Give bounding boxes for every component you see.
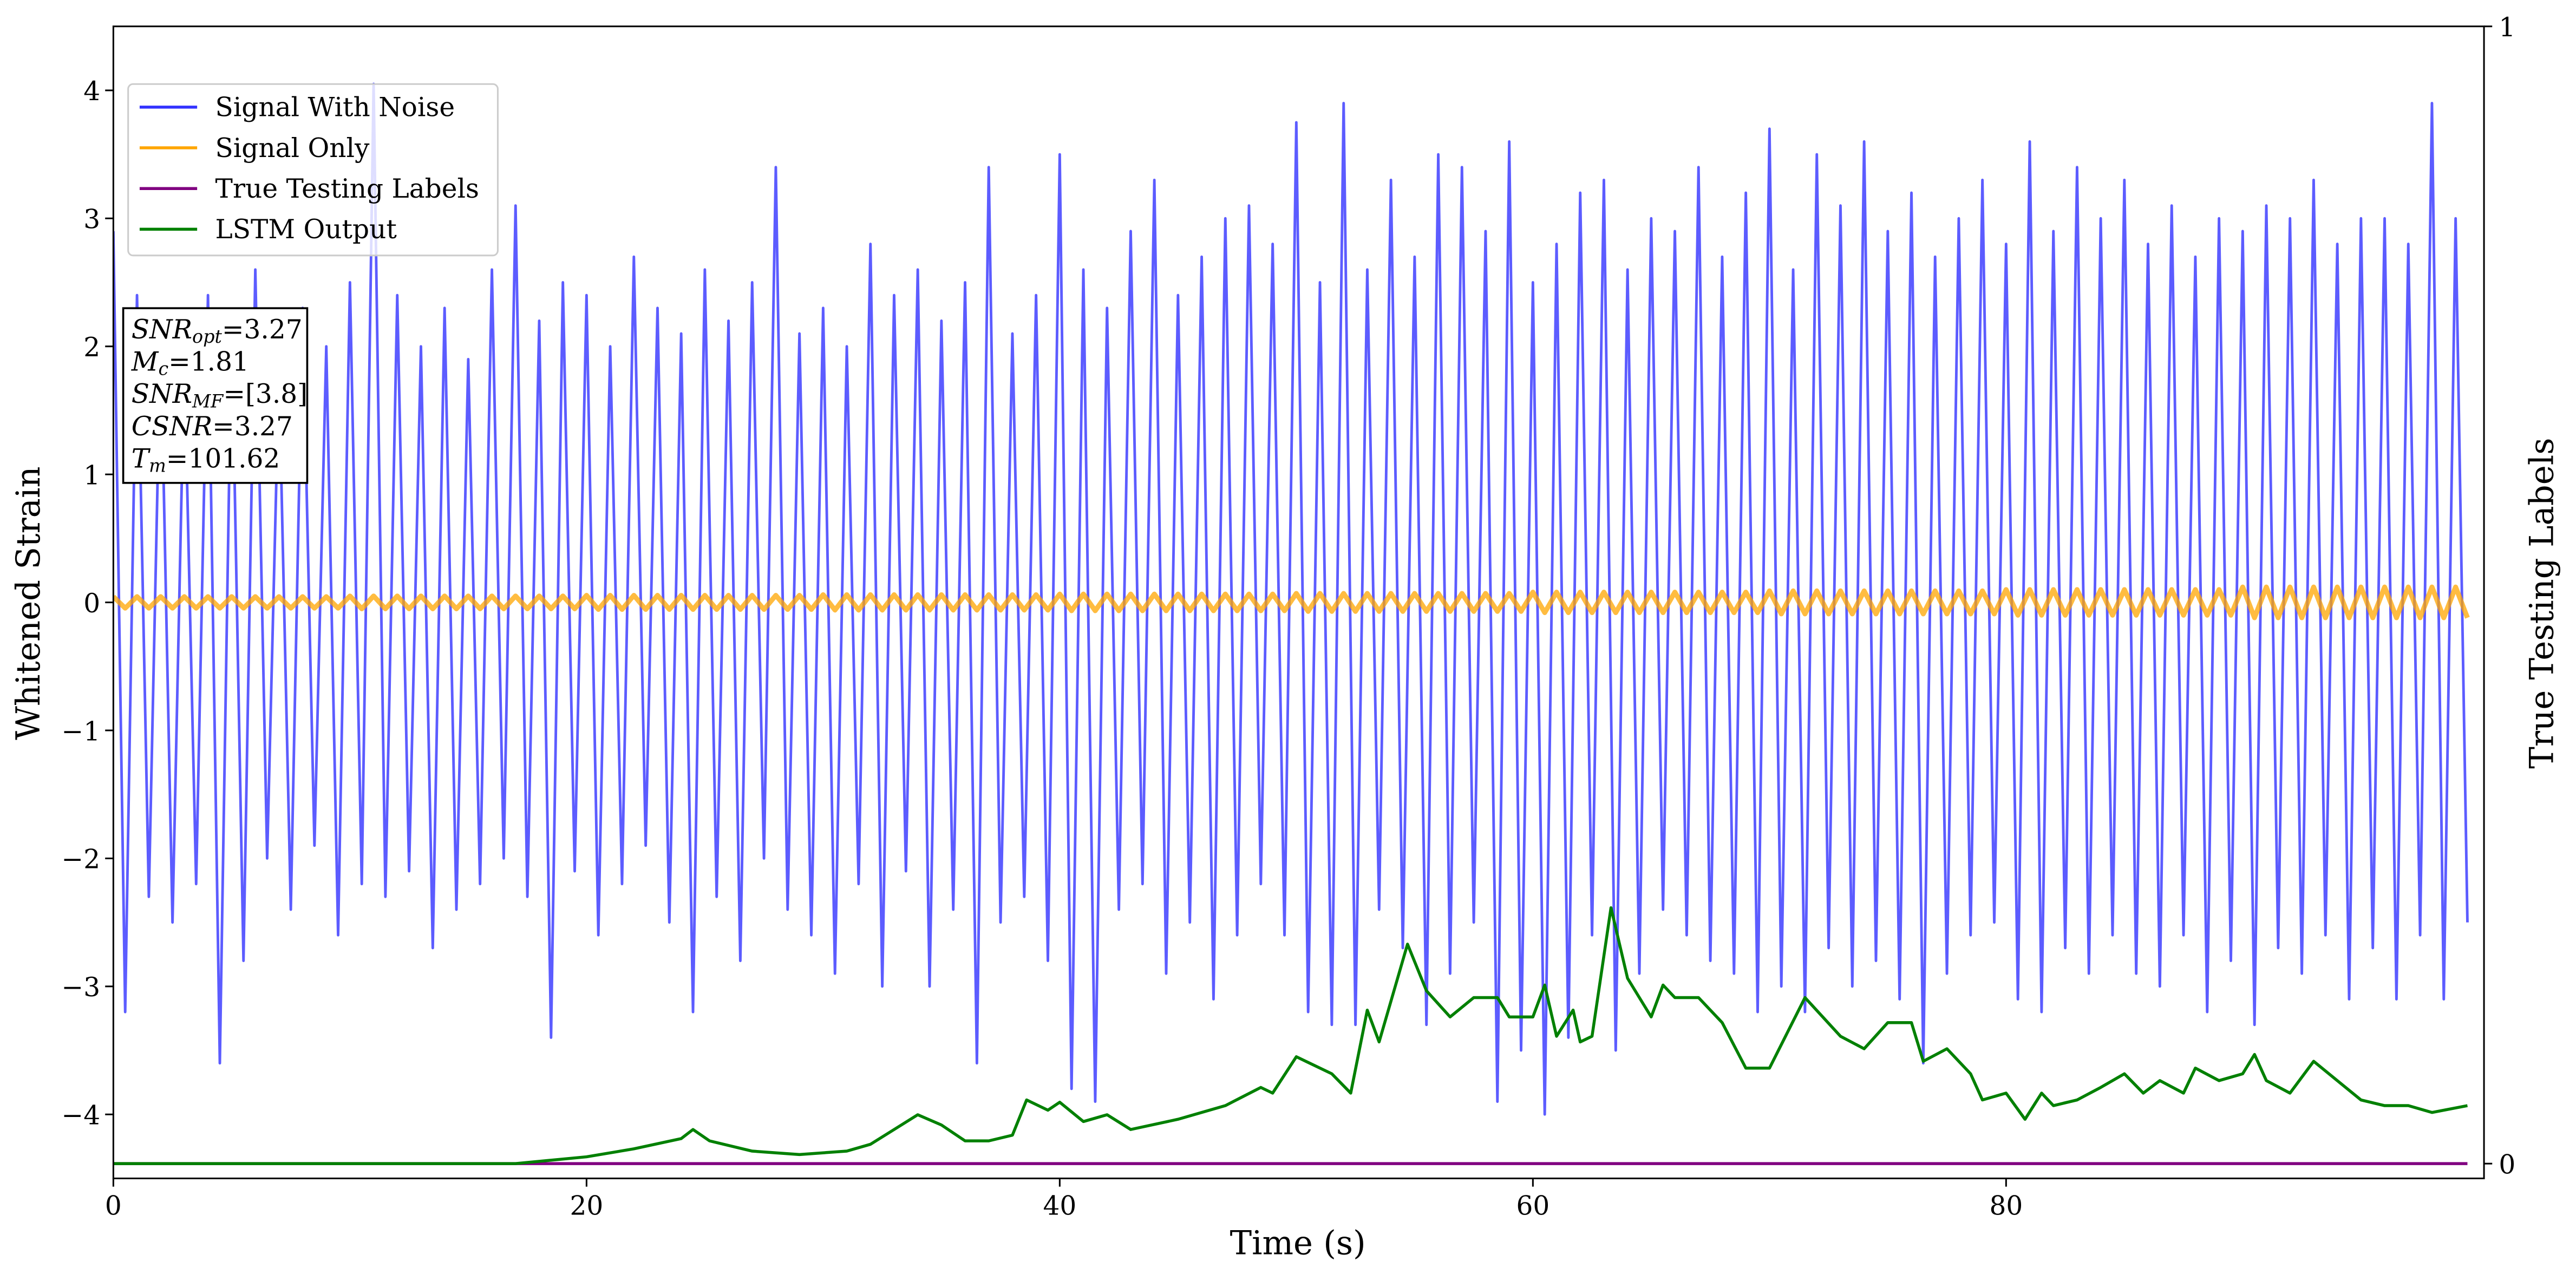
annotation-symbol: CSNR	[132, 411, 212, 441]
annotation-value: =3.27	[222, 314, 303, 344]
annotation-value: =[3.8]	[223, 379, 308, 409]
y2-tick-label: 1	[2499, 12, 2515, 43]
x-axis-label: Time (s)	[1230, 1224, 1366, 1262]
annotation-subscript: c	[158, 358, 168, 380]
annotation-value: =3.27	[212, 411, 293, 441]
y-tick-label: 3	[83, 205, 100, 235]
annotation-text: SNRopt=3.27	[132, 314, 303, 347]
annotation-text: CSNR=3.27	[132, 411, 293, 441]
annotation-symbol: M	[131, 347, 159, 377]
legend-box	[127, 83, 499, 257]
annotation-subscript: opt	[192, 326, 222, 347]
legend-label: True Testing Labels	[215, 174, 479, 204]
y-tick-label: −3	[62, 972, 101, 1003]
legend-label: Signal Only	[215, 133, 370, 164]
y-tick-label: 2	[83, 332, 100, 363]
x-tick-label: 0	[105, 1191, 122, 1221]
series-line	[113, 82, 2469, 1116]
series-line	[113, 906, 2468, 1165]
series-line	[113, 584, 2470, 620]
annotation-text: Mc=1.81	[131, 347, 249, 380]
y2-tick-label: 0	[2499, 1149, 2515, 1180]
legend: Signal With Noise Signal Only True Testing…	[127, 83, 499, 257]
annotation-value: =1.81	[168, 347, 249, 377]
y-tick-label: 4	[83, 76, 100, 107]
y-tick-label: 0	[83, 589, 100, 619]
x-tick-label: 60	[1516, 1191, 1549, 1221]
x-tick-label: 40	[1043, 1191, 1076, 1221]
annotation-symbol: SNR	[132, 314, 192, 344]
x-tick-label: 20	[570, 1191, 603, 1221]
y-axis-label: Whitened Strain	[10, 466, 48, 740]
annotation-subscript: MF	[192, 390, 224, 411]
y-tick-label: −4	[62, 1100, 101, 1131]
annotation-symbol: T	[132, 443, 151, 474]
annotation-text: Tm=101.62	[132, 443, 280, 476]
annotation-symbol: SNR	[132, 379, 192, 409]
y2-axis-label: True Testing Labels	[2523, 438, 2561, 769]
y-tick-label: −2	[62, 845, 101, 875]
annotation-box	[122, 307, 309, 484]
legend-label: Signal With Noise	[215, 93, 455, 123]
annotation: SNRopt=3.27Mc=1.81SNRMF=[3.8]CSNR=3.27Tm…	[122, 307, 309, 484]
legend-label: LSTM Output	[215, 214, 397, 245]
annotation-subscript: m	[149, 455, 166, 476]
y-tick-label: 1	[83, 460, 100, 491]
y-tick-label: −1	[62, 716, 101, 747]
annotation-text: SNRMF=[3.8]	[132, 379, 308, 412]
x-tick-label: 80	[1989, 1191, 2023, 1221]
annotation-value: =101.62	[166, 443, 280, 474]
